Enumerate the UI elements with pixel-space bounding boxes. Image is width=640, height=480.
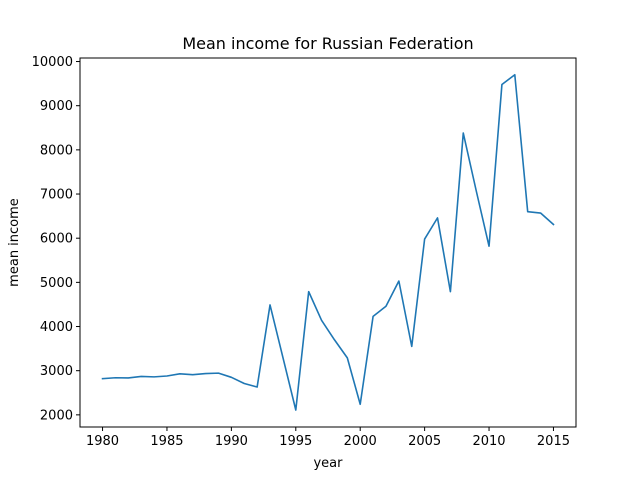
x-tick-label: 2000 <box>344 434 377 449</box>
series-layer <box>101 73 555 411</box>
y-tick-label: 6000 <box>40 232 73 247</box>
x-tick-label: 2005 <box>408 434 441 449</box>
axis-ticks: 1980 1985 1990 1995 2000 2005 2010 2015 2000 3000… <box>32 55 570 449</box>
y-tick-label: 2000 <box>40 408 73 423</box>
y-tick-label: 9000 <box>40 99 73 114</box>
x-tick-label: 1980 <box>86 434 119 449</box>
y-tick-label: 8000 <box>40 143 73 158</box>
x-tick-label: 1990 <box>215 434 248 449</box>
x-axis-label: year <box>313 456 343 471</box>
x-tick-label: 2010 <box>472 434 505 449</box>
series-line <box>101 73 555 411</box>
x-tick-label: 1985 <box>150 434 183 449</box>
y-tick-label: 10000 <box>32 55 73 70</box>
y-axis-label: mean income <box>7 198 22 287</box>
chart-title: Mean income for Russian Federation <box>182 34 473 53</box>
y-tick-label: 7000 <box>40 188 73 203</box>
x-tick-label: 1995 <box>279 434 312 449</box>
plot-area-frame <box>79 57 577 428</box>
x-tick-label: 2015 <box>537 434 570 449</box>
y-tick-label: 3000 <box>40 364 73 379</box>
y-tick-label: 5000 <box>40 276 73 291</box>
y-tick-label: 4000 <box>40 320 73 335</box>
